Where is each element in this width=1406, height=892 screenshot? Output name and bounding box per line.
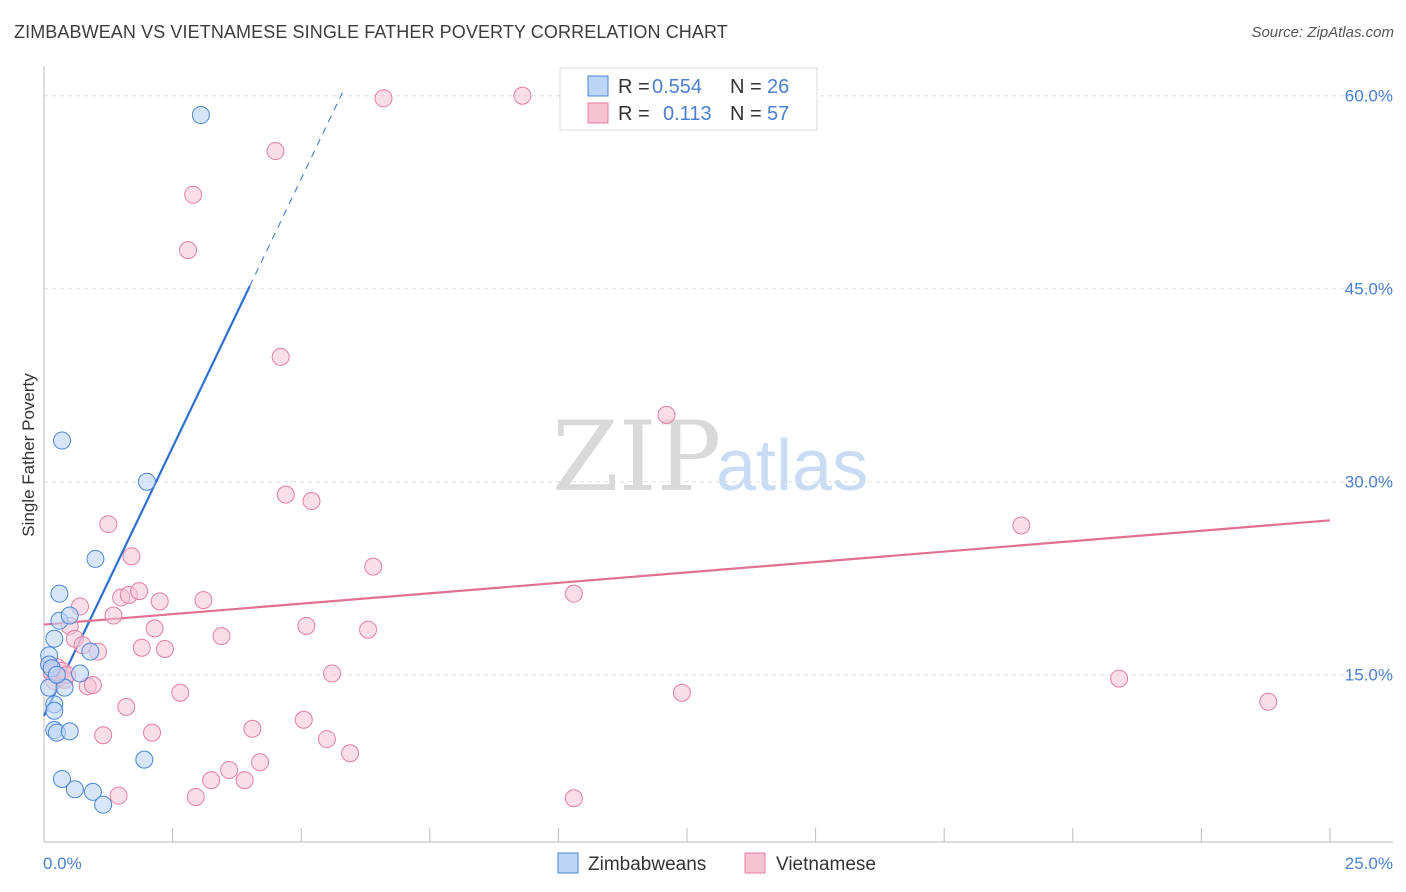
stats-legend: R = 0.554 N = 26 R = 0.113 N = 57 [559,67,818,131]
zimbabwean-point [191,106,210,125]
zimbabwean-point [71,664,90,683]
vietnamese-point [143,723,162,742]
legend-n-value-2: 57 [767,103,789,125]
zimbabwean-point [81,642,100,661]
vietnamese-point [202,771,221,790]
zimbabwean-point [65,780,84,799]
y-tick-label: 15.0% [1345,666,1393,685]
vietnamese-point [1012,516,1031,535]
legend-r-value-1: 0.554 [652,76,702,98]
vietnamese-point [657,405,676,424]
bottom-legend-zimbabweans: Zimbabweans [588,854,706,875]
legend-r-value-2: 0.113 [663,103,712,125]
zimbabwean-points [40,106,210,814]
legend-n-label-2: N = [730,103,762,125]
vietnamese-point [99,515,118,534]
vietnamese-point [186,787,205,806]
y-axis-label: Single Father Poverty [19,373,38,537]
vietnamese-point [297,616,316,635]
vietnamese-point [266,142,285,161]
vietnamese-point [184,185,203,204]
vietnamese-point [564,584,583,603]
vietnamese-point [323,664,342,683]
vietnamese-point [220,760,239,779]
watermark-atlas: atlas [716,426,868,506]
vietnamese-point [271,347,290,366]
zimbabwean-point [137,472,156,491]
legend-swatch-zimbabweans [587,75,609,97]
y-tick-label: 30.0% [1345,473,1393,492]
vietnamese-point [179,241,198,260]
y-tick-label: 60.0% [1345,87,1393,106]
vietnamese-point [83,676,102,695]
bottom-legend-vietnamese: Vietnamese [776,854,876,875]
legend-r-label-1: R = [618,76,650,98]
vietnamese-trend-line [43,519,1331,626]
vietnamese-point [513,86,532,105]
source-label: Source: ZipAtlas.com [1251,24,1394,41]
vietnamese-point [117,697,136,716]
zimbabwean-point [60,606,79,625]
zimbabwean-point [83,782,102,801]
vietnamese-point [294,710,313,729]
vietnamese-point [341,744,360,763]
vietnamese-point [132,638,151,657]
y-tick-label: 45.0% [1345,280,1393,299]
zimbabwean-trend-extension [249,92,343,287]
vietnamese-point [302,492,321,511]
vietnamese-point [251,753,270,772]
vietnamese-point [171,683,190,702]
zimbabwean-point [50,584,69,603]
x-tick-label-max: 25.0% [1345,854,1393,873]
watermark-zip: ZIP [552,401,721,513]
vietnamese-point [1110,669,1129,688]
zimbabwean-point [86,549,105,568]
vietnamese-point [235,771,254,790]
legend-n-value-1: 26 [767,76,789,98]
bottom-legend-swatch-zimbabweans [557,852,579,874]
vietnamese-point [130,582,149,601]
zimbabwean-point [135,750,154,769]
vietnamese-point [150,592,169,611]
vietnamese-point [374,89,393,108]
vietnamese-point [359,620,378,639]
legend-n-label-1: N = [730,76,762,98]
vietnamese-point [317,730,336,749]
zimbabwean-point [53,431,72,450]
vietnamese-point [1259,692,1278,711]
chart-title: ZIMBABWEAN VS VIETNAMESE SINGLE FATHER P… [14,22,728,42]
bottom-legend-swatch-vietnamese [744,852,766,874]
axes [43,66,1393,843]
vietnamese-point [364,557,383,576]
zimbabwean-point [45,701,64,720]
vietnamese-point [564,789,583,808]
vietnamese-point [243,719,262,738]
vietnamese-point [212,627,231,646]
zimbabwean-point [60,722,79,741]
vietnamese-point [145,619,164,638]
vietnamese-point [109,786,128,805]
vietnamese-point [104,606,123,625]
zimbabwean-point [94,795,113,814]
zimbabwean-point [47,665,66,684]
vietnamese-point [94,726,113,745]
legend-swatch-vietnamese [587,102,609,124]
vietnamese-point [276,485,295,504]
vietnamese-point [122,547,141,566]
vietnamese-point [194,591,213,610]
x-tick-label-min: 0.0% [43,854,82,873]
series-legend: Zimbabweans Vietnamese [557,852,876,875]
zimbabwean-point [53,769,72,788]
vietnamese-point [672,683,691,702]
vietnamese-point [155,640,174,658]
gridlines [44,95,1393,676]
legend-r-label-2: R = [618,103,650,125]
y-tick-labels: 15.0% 30.0% 45.0% 60.0% [1345,87,1393,685]
zimbabwean-point [45,629,64,648]
